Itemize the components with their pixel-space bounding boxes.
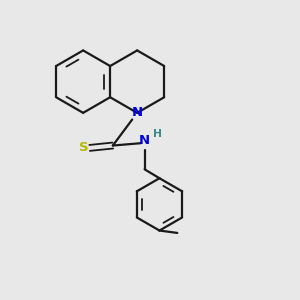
- Text: S: S: [80, 141, 89, 154]
- Text: N: N: [139, 134, 150, 147]
- Text: N: N: [132, 106, 143, 119]
- Text: H: H: [153, 129, 162, 139]
